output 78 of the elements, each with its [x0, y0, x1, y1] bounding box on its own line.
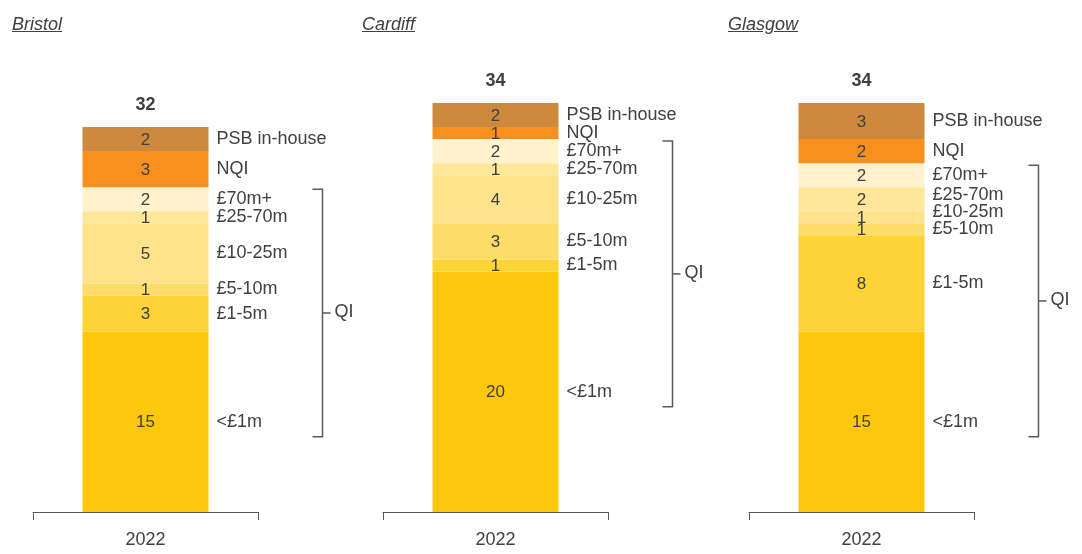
total-label: 32: [135, 94, 156, 115]
data-label: 8: [856, 273, 867, 293]
chart-title: Bristol: [12, 14, 63, 35]
series-label: NQI: [932, 140, 965, 161]
data-label: 2: [856, 189, 867, 209]
data-label: 3: [856, 111, 867, 131]
series-label: £5-10m: [216, 278, 278, 299]
series-label: NQI: [216, 158, 249, 179]
bar: [798, 211, 925, 224]
data-label: 2: [856, 141, 867, 161]
total-label: 34: [485, 70, 506, 90]
total-label: 34: [851, 70, 872, 90]
bar: [432, 259, 559, 272]
data-label: 2: [490, 141, 501, 161]
bar: [432, 175, 559, 224]
data-label: 20: [486, 382, 505, 402]
series-label: £70m+: [216, 188, 273, 209]
data-label: 3: [140, 159, 151, 179]
text: QI: [684, 261, 704, 282]
data-label: 3: [140, 304, 151, 324]
bar: [798, 331, 925, 512]
data-label: 4: [490, 189, 501, 209]
series-label: £25-70m: [216, 206, 288, 227]
data-label: 1: [140, 279, 151, 299]
bar: [82, 223, 209, 284]
bar: [432, 223, 559, 260]
series-label: NQI: [566, 122, 599, 143]
chart-title: Cardiff: [362, 14, 416, 35]
series-label: PSB in-house: [216, 128, 327, 149]
data-label: 1: [140, 207, 151, 227]
bar: [82, 187, 209, 212]
data-label: 15: [136, 412, 155, 432]
x-tick-label: 2022: [125, 529, 166, 549]
series-label: <£1m: [932, 410, 979, 431]
bar: [798, 163, 925, 188]
data-label: 1: [490, 159, 501, 179]
x-tick-label: 2022: [475, 529, 516, 549]
bar: [432, 139, 559, 164]
text: QI: [334, 300, 354, 321]
series-label: PSB in-house: [566, 104, 677, 125]
bar: [432, 163, 559, 176]
series-label: £25-70m: [566, 158, 638, 179]
bar: [798, 187, 925, 212]
chart-title: Glasgow: [728, 14, 799, 35]
data-label: 1: [490, 255, 501, 275]
data-label: 15: [852, 412, 871, 432]
series-label: £70m+: [932, 164, 989, 185]
bar: [798, 139, 925, 164]
data-label: 5: [140, 243, 151, 263]
bar: [432, 271, 559, 512]
series-label: PSB in-house: [932, 110, 1043, 131]
bar: [82, 283, 209, 296]
bar: [82, 151, 209, 188]
data-label: 2: [856, 165, 867, 185]
bar: [82, 295, 209, 332]
bar: [82, 127, 209, 152]
series-label: <£1m: [566, 380, 613, 401]
bar: [798, 235, 925, 332]
bar: [82, 211, 209, 224]
data-label: 1: [490, 123, 501, 143]
bar: [82, 331, 209, 512]
bar: [432, 103, 559, 128]
bar: [798, 223, 925, 236]
series-label: <£1m: [216, 410, 263, 431]
series-label: £10-25m: [566, 188, 638, 209]
x-tick-label: 2022: [841, 529, 882, 549]
series-label: £1-5m: [566, 254, 618, 275]
series-label: £1-5m: [932, 272, 984, 293]
data-label: 3: [490, 231, 501, 251]
text: QI: [1050, 288, 1070, 309]
series-label: £5-10m: [566, 230, 628, 251]
series-label: £10-25m: [216, 242, 288, 263]
series-label: £1-5m: [216, 302, 268, 323]
data-label: 2: [140, 189, 151, 209]
bar: [432, 127, 559, 140]
data-label: 2: [490, 105, 501, 125]
data-label: 2: [140, 129, 151, 149]
bar: [798, 103, 925, 140]
